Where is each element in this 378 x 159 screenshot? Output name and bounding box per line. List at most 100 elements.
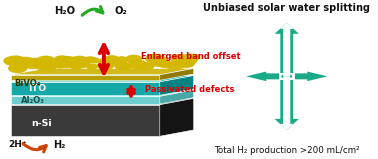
Polygon shape [274, 76, 299, 130]
Polygon shape [11, 82, 160, 95]
Circle shape [171, 55, 189, 63]
Polygon shape [246, 72, 287, 81]
Circle shape [74, 60, 90, 67]
Circle shape [62, 59, 79, 67]
FancyArrowPatch shape [23, 144, 46, 152]
Circle shape [6, 56, 25, 65]
Bar [279, 73, 295, 80]
Circle shape [59, 57, 76, 65]
Circle shape [99, 58, 116, 65]
Circle shape [38, 61, 50, 66]
Circle shape [116, 64, 125, 69]
Circle shape [56, 60, 72, 67]
Circle shape [116, 57, 127, 62]
Circle shape [148, 58, 165, 66]
Circle shape [118, 63, 130, 69]
Circle shape [14, 62, 28, 69]
Text: Passivated defects: Passivated defects [144, 85, 234, 94]
Polygon shape [274, 23, 299, 76]
Text: Al₂O₃: Al₂O₃ [21, 96, 45, 105]
Circle shape [170, 61, 185, 69]
Text: n-Si: n-Si [31, 118, 52, 128]
Circle shape [42, 64, 56, 71]
Polygon shape [11, 105, 160, 136]
Text: BiVO₄: BiVO₄ [14, 79, 41, 88]
Text: H₂: H₂ [53, 140, 65, 150]
Polygon shape [11, 75, 160, 80]
Circle shape [34, 61, 53, 70]
Circle shape [34, 60, 43, 64]
Circle shape [87, 64, 97, 69]
Circle shape [11, 64, 25, 71]
Circle shape [41, 61, 53, 66]
Circle shape [160, 61, 171, 66]
Circle shape [21, 59, 34, 65]
Circle shape [281, 74, 292, 79]
Circle shape [37, 60, 46, 65]
Polygon shape [11, 98, 194, 105]
Circle shape [37, 56, 55, 65]
Text: Unbiased solar water splitting: Unbiased solar water splitting [203, 3, 370, 13]
Circle shape [54, 56, 70, 63]
Circle shape [97, 63, 107, 68]
Circle shape [71, 59, 85, 66]
Polygon shape [11, 76, 194, 82]
Circle shape [19, 63, 28, 67]
Circle shape [26, 63, 38, 69]
Circle shape [186, 56, 196, 61]
Circle shape [59, 58, 74, 65]
Polygon shape [160, 69, 194, 80]
Text: 2H⁺: 2H⁺ [8, 140, 26, 149]
Circle shape [129, 60, 147, 69]
Polygon shape [160, 98, 194, 136]
Circle shape [105, 56, 119, 62]
Circle shape [115, 62, 128, 68]
Circle shape [165, 62, 179, 69]
Circle shape [182, 59, 193, 64]
Polygon shape [280, 23, 293, 76]
Circle shape [126, 55, 141, 63]
Polygon shape [160, 90, 194, 104]
Circle shape [31, 61, 40, 66]
Circle shape [4, 57, 22, 65]
Polygon shape [160, 76, 194, 95]
Circle shape [12, 58, 28, 65]
Circle shape [146, 54, 164, 63]
Circle shape [177, 59, 195, 67]
Circle shape [107, 62, 116, 66]
Circle shape [186, 58, 197, 63]
FancyArrowPatch shape [82, 7, 103, 15]
Circle shape [136, 63, 148, 68]
Circle shape [70, 56, 89, 65]
Circle shape [152, 56, 167, 64]
Circle shape [160, 63, 170, 67]
Circle shape [59, 60, 74, 68]
Circle shape [38, 62, 49, 68]
Text: Enlarged band offset: Enlarged band offset [141, 52, 241, 61]
Polygon shape [287, 72, 327, 81]
Polygon shape [11, 90, 194, 96]
Circle shape [118, 62, 127, 66]
Text: H₂O: H₂O [54, 6, 76, 16]
Circle shape [85, 57, 96, 62]
Text: O₂: O₂ [115, 6, 127, 16]
Circle shape [52, 60, 64, 65]
Circle shape [115, 63, 131, 70]
Circle shape [28, 58, 43, 66]
Circle shape [33, 59, 44, 65]
Text: Total H₂ production >200 mL/cm²: Total H₂ production >200 mL/cm² [214, 146, 359, 155]
Circle shape [56, 58, 72, 65]
Polygon shape [280, 76, 293, 130]
Polygon shape [11, 69, 194, 75]
Circle shape [9, 64, 26, 73]
Circle shape [101, 61, 111, 66]
Circle shape [176, 59, 189, 65]
Circle shape [156, 62, 166, 66]
Text: ITO: ITO [28, 84, 46, 93]
Circle shape [189, 55, 200, 60]
Circle shape [67, 60, 85, 69]
Circle shape [100, 62, 114, 69]
Polygon shape [11, 96, 160, 104]
Circle shape [55, 64, 65, 68]
Circle shape [182, 61, 194, 67]
